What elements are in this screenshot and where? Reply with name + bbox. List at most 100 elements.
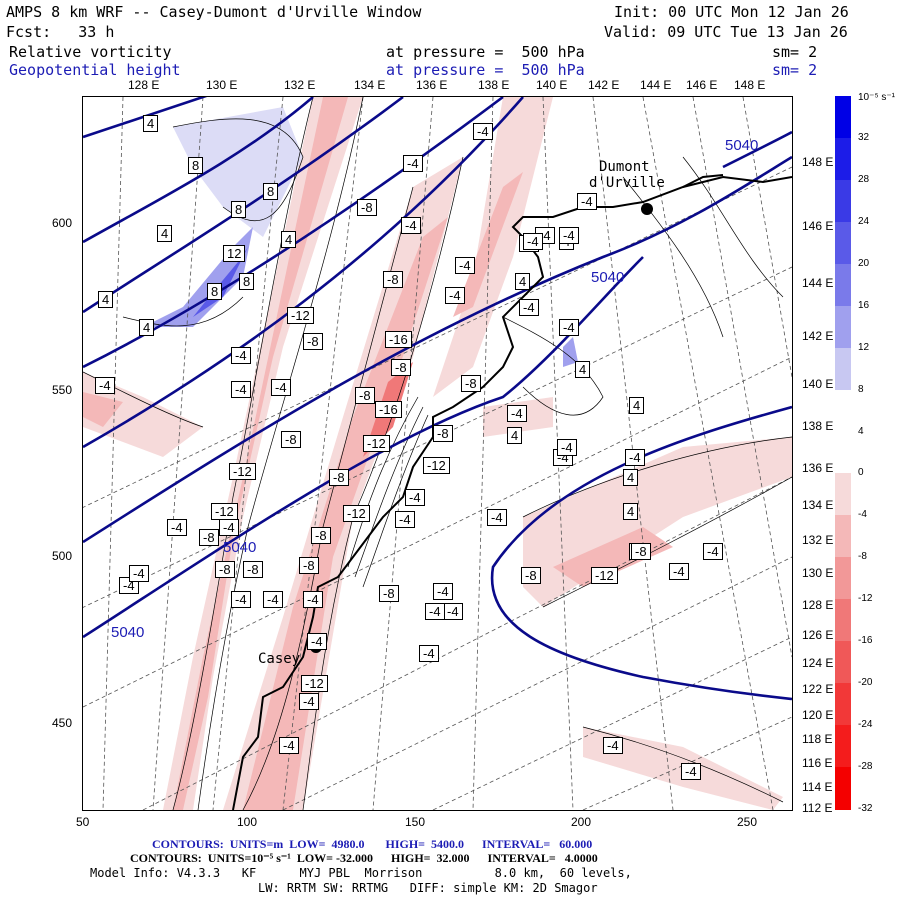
vorticity-contour-label: -4 — [455, 257, 475, 274]
vorticity-contour-label: 4 — [139, 319, 155, 336]
colorbar-swatch — [835, 557, 851, 601]
colorbar-label: 0 — [858, 467, 864, 479]
colorbar-label: 4 — [858, 425, 864, 437]
vorticity-contour-label: -4 — [271, 379, 291, 396]
plot-title: AMPS 8 km WRF -- Casey-Dumont d'Urville … — [6, 3, 422, 21]
colorbar-swatch — [835, 389, 851, 433]
vorticity-contour-label: -8 — [299, 557, 319, 574]
vorticity-contour-label: -8 — [631, 543, 651, 560]
vorticity-contour-label: -4 — [303, 591, 323, 608]
colorbar-label: -8 — [858, 551, 867, 563]
vorticity-contour-label: -4 — [419, 645, 439, 662]
meridian — [83, 166, 792, 508]
colorbar-label: -32 — [858, 803, 873, 814]
vorticity-contour-label: -4 — [445, 287, 465, 304]
parallel — [102, 97, 124, 810]
colorbar-label: 16 — [858, 299, 870, 311]
vort-contour — [354, 406, 424, 578]
colorbar-swatch — [835, 179, 851, 223]
vorticity-contour-label: 8 — [263, 183, 279, 200]
lon-label: 136 E — [802, 461, 834, 475]
vorticity-contour-label: -8 — [311, 527, 331, 544]
vorticity-contour-label: -4 — [625, 449, 645, 466]
lon-label: 136 E — [416, 78, 448, 92]
colorbar-swatch — [835, 431, 851, 475]
vorticity-contour-label: 4 — [515, 273, 531, 290]
y-tick-label: 500 — [52, 549, 73, 563]
vorticity-contour-label: 8 — [188, 157, 204, 174]
lon-label: 138 E — [802, 419, 834, 433]
footer-contours-height: CONTOURS: UNITS=m LOW= 4980.0 HIGH= 5400… — [152, 837, 593, 851]
vorticity-contour-label: 8 — [231, 201, 247, 218]
field1-pressure: at pressure = 500 hPa — [386, 43, 585, 61]
lon-label: 122 E — [802, 682, 834, 696]
x-tick-label: 250 — [737, 815, 758, 829]
lon-label: 148 E — [734, 78, 766, 92]
vorticity-contours — [83, 97, 792, 810]
colorbar-swatch — [835, 725, 851, 769]
height-contour — [490, 405, 792, 701]
lon-label: 134 E — [354, 78, 386, 92]
vorticity-contour-label: -4 — [669, 563, 689, 580]
vorticity-contour-label: -8 — [355, 387, 375, 404]
vort-contour — [362, 414, 429, 588]
x-tick-label: 50 — [76, 815, 90, 829]
vort-contour — [347, 396, 419, 568]
vorticity-contour-label: 4 — [281, 231, 297, 248]
colorbar-swatch — [835, 263, 851, 307]
pos-vort-region — [173, 107, 303, 237]
colorbar-label: -20 — [858, 677, 873, 689]
vorticity-contour-label: -4 — [433, 583, 453, 600]
vort-contour — [522, 436, 792, 518]
vorticity-contour-label: 12 — [223, 245, 246, 262]
height-label: 5040 — [725, 137, 759, 154]
height-contour — [83, 97, 524, 449]
vorticity-contour-label: -4 — [231, 347, 251, 364]
lon-label: 148 E — [802, 155, 834, 169]
vorticity-contour-label: -4 — [219, 519, 239, 536]
colorbar-swatch — [835, 473, 851, 517]
station-label-casey: Casey — [258, 651, 300, 667]
coastline-path — [682, 174, 724, 188]
footer-contours-vort: CONTOURS: UNITS=10⁻⁵ s⁻¹ LOW= -32.000 HI… — [130, 851, 598, 865]
colorbar-swatch — [835, 221, 851, 265]
map-svg — [83, 97, 792, 810]
vorticity-contour-label: -4 — [557, 439, 577, 456]
vorticity-contour-label: -4 — [167, 519, 187, 536]
vorticity-contour-label: -8 — [243, 561, 263, 578]
vorticity-contour-label: -4 — [95, 377, 115, 394]
vorticity-contour-label: -8 — [329, 469, 349, 486]
vorticity-contour-label: -4 — [403, 155, 423, 172]
vorticity-shading — [83, 97, 792, 810]
colorbar-label: -28 — [858, 761, 873, 773]
lon-label: 120 E — [802, 708, 834, 722]
positive-vorticity — [143, 107, 578, 367]
vorticity-contour-label: -4 — [443, 603, 463, 620]
height-label: 5040 — [111, 624, 145, 641]
vorticity-contour-label: -8 — [391, 359, 411, 376]
lon-label: 128 E — [802, 598, 834, 612]
vorticity-contour-label: -16 — [385, 331, 412, 348]
height-contour — [83, 97, 504, 369]
vorticity-contour-label: -12 — [591, 567, 618, 584]
pos-vort-region — [563, 337, 578, 367]
vorticity-contour-label: -8 — [281, 431, 301, 448]
vorticity-contour-label: -4 — [307, 633, 327, 650]
station-name-line: Casey — [258, 651, 301, 667]
neg-vort-band — [83, 392, 123, 427]
height-contour — [722, 130, 792, 169]
x-tick-label: 150 — [405, 815, 426, 829]
vorticity-contour-label: 4 — [575, 361, 591, 378]
field1-smoothing: sm= 2 — [772, 43, 818, 61]
lon-label: 112 E — [802, 801, 833, 815]
vorticity-contour-label: -4 — [577, 193, 597, 210]
lon-label: 140 E — [536, 78, 568, 92]
vorticity-contour-label: -12 — [423, 457, 450, 474]
vorticity-contour-label: -4 — [523, 233, 543, 250]
neg-vort-band — [453, 172, 523, 317]
lon-label: 132 E — [802, 533, 834, 547]
lon-label: 138 E — [478, 78, 510, 92]
vorticity-contour-label: -4 — [425, 603, 445, 620]
vorticity-contour-label: -4 — [519, 299, 539, 316]
lon-label: 116 E — [802, 756, 833, 770]
